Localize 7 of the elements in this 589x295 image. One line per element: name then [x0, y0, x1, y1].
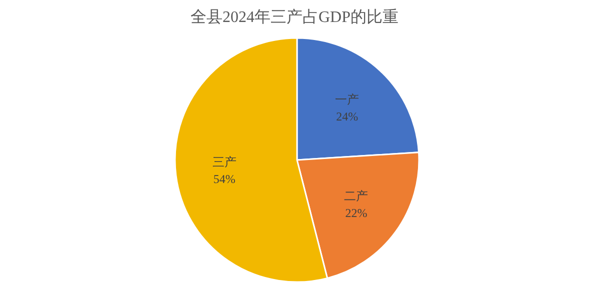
slice-label: 二产: [344, 189, 368, 204]
chart-title: 全县2024年三产占GDP的比重: [190, 8, 399, 26]
data-label: 54%: [213, 172, 236, 186]
slice-label: 一产: [335, 92, 360, 107]
data-label: 22%: [345, 206, 368, 220]
data-label: 24%: [336, 110, 358, 124]
slice-label: 三产: [212, 155, 236, 170]
